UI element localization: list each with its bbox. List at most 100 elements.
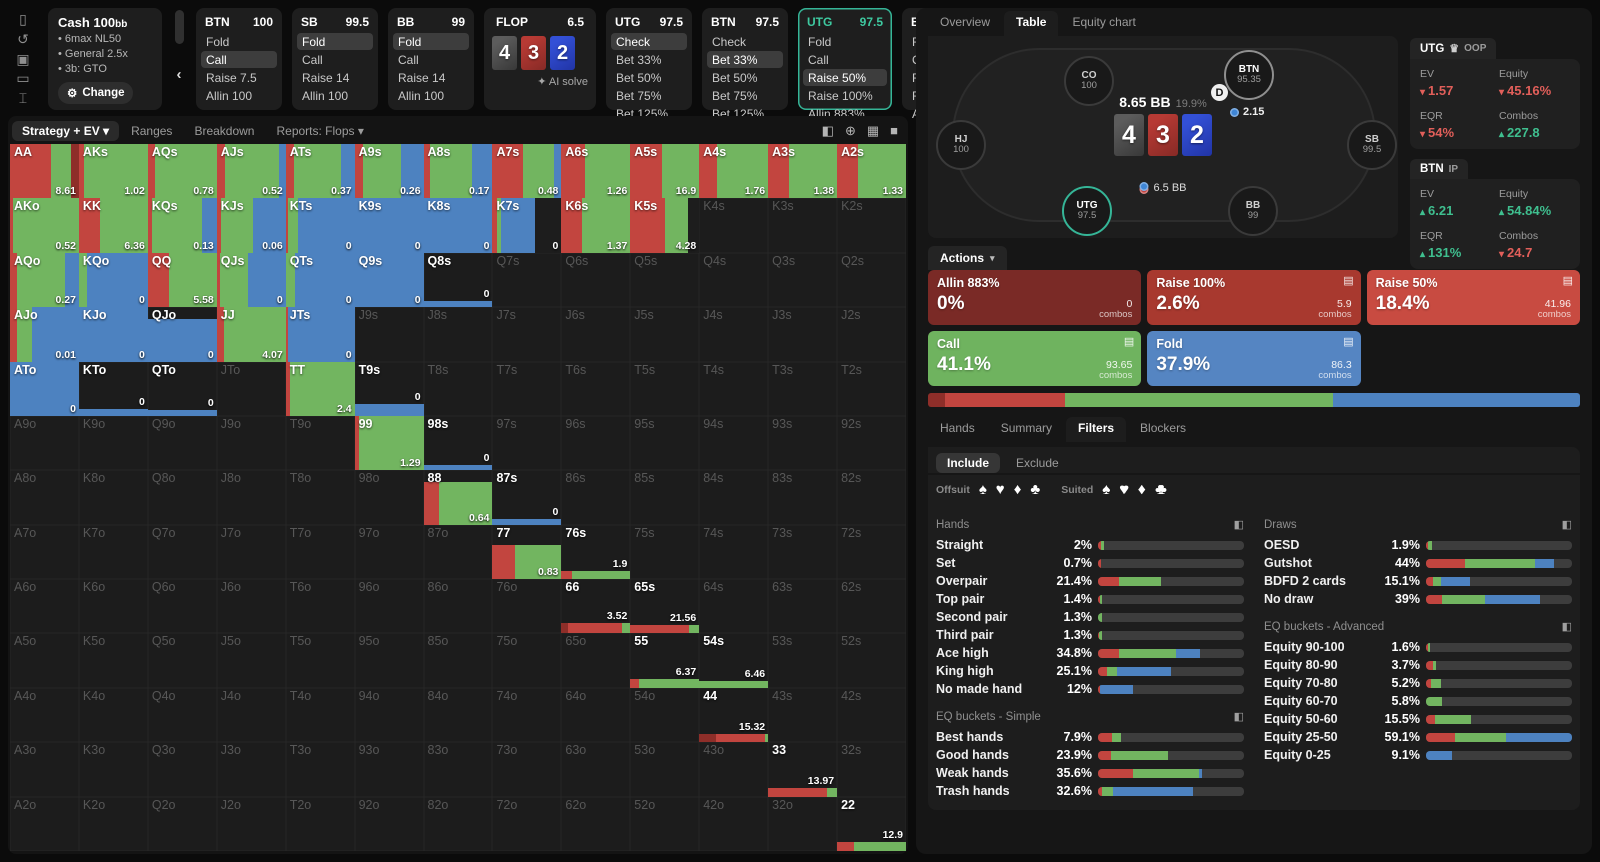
action-card-fold[interactable]: Fold 37.9% ▤ 86.3 combos [1147, 331, 1361, 386]
hand-cell-88[interactable]: 88 0.64 [423, 470, 493, 525]
filter-row-no-made-hand[interactable]: No made hand 12% [936, 680, 1244, 698]
gamepad-icon[interactable]: ▭ [16, 70, 30, 87]
tab-reports-flops[interactable]: Reports: Flops ▾ [276, 124, 364, 138]
hand-cell-KJs[interactable]: KJs 0.06 [216, 198, 286, 253]
hand-cell-92s[interactable]: 92s [837, 415, 906, 471]
hand-cell-42s[interactable]: 42s [837, 687, 906, 743]
hand-cell-93o[interactable]: 93o [354, 742, 424, 797]
hand-cell-83s[interactable]: 83s [768, 470, 838, 525]
hand-cell-Q6s[interactable]: Q6s [561, 252, 631, 308]
hand-cell-K2o[interactable]: K2o [78, 796, 148, 851]
hand-cell-74s[interactable]: 74s [699, 524, 769, 580]
diamond-offsuit-icon[interactable]: ♦ [1013, 481, 1022, 498]
hand-cell-75s[interactable]: 75s [630, 524, 700, 580]
hand-cell-AA[interactable]: AA 8.61 [10, 144, 79, 199]
hand-cell-T5s[interactable]: T5s [630, 361, 700, 416]
hand-cell-AQo[interactable]: AQo 0.27 [10, 252, 79, 308]
hand-cell-QQ[interactable]: QQ 5.58 [147, 252, 217, 308]
hand-cell-A4s[interactable]: A4s 1.76 [699, 144, 769, 199]
hand-cell-42o[interactable]: 42o [699, 796, 769, 851]
hand-cell-43s[interactable]: 43s [768, 687, 838, 743]
hand-cell-Q5o[interactable]: Q5o [147, 633, 217, 688]
hand-cell-A7o[interactable]: A7o [10, 524, 79, 580]
hand-cell-44[interactable]: 44 15.32 [699, 687, 769, 743]
hand-cell-A9s[interactable]: A9s 0.26 [354, 144, 424, 199]
action-item[interactable]: Bet 75% [712, 88, 758, 103]
include-toggle[interactable]: Include [936, 453, 1001, 473]
hand-cell-J6s[interactable]: J6s [561, 307, 631, 362]
hand-cell-KTs[interactable]: KTs 0 [285, 198, 355, 253]
seat-bb[interactable]: BB 99 [1228, 186, 1278, 236]
action-item[interactable]: Bet 50% [616, 70, 662, 85]
change-button[interactable]: ⚙ Change [58, 82, 134, 104]
hand-cell-32s[interactable]: 32s [837, 742, 906, 797]
hand-cell-Q8s[interactable]: Q8s 0 [423, 252, 493, 308]
exclude-toggle[interactable]: Exclude [1016, 456, 1059, 470]
hand-cell-AJo[interactable]: AJo 0.01 [10, 307, 79, 362]
hand-cell-22[interactable]: 22 12.9 [837, 796, 906, 851]
range-list-icon[interactable]: ▤ [1343, 336, 1354, 348]
hand-cell-77[interactable]: 77 0.83 [492, 524, 562, 580]
hand-cell-K5o[interactable]: K5o [78, 633, 148, 688]
hand-cell-ATo[interactable]: ATo 0 [10, 361, 79, 416]
seat-utg[interactable]: UTG 97.5 [1062, 186, 1112, 236]
filter-row-best-hands[interactable]: Best hands 7.9% [936, 728, 1244, 746]
hand-cell-99[interactable]: 99 1.29 [354, 415, 424, 471]
hand-cell-T6o[interactable]: T6o [285, 579, 355, 634]
hand-cell-A3o[interactable]: A3o [10, 742, 79, 797]
hand-cell-K6s[interactable]: K6s 1.37 [561, 198, 631, 253]
hand-cell-97o[interactable]: 97o [354, 524, 424, 580]
action-item[interactable]: Call [201, 51, 277, 68]
hand-cell-T2s[interactable]: T2s [837, 361, 906, 416]
heart-offsuit-icon[interactable]: ♥ [995, 481, 1005, 498]
hand-cell-Q9o[interactable]: Q9o [147, 415, 217, 471]
action-item[interactable]: Fold [206, 34, 230, 49]
hand-cell-K7s[interactable]: K7s 0 [492, 198, 562, 253]
hand-cell-95o[interactable]: 95o [354, 633, 424, 688]
tab-overview[interactable]: Overview [940, 15, 991, 29]
filter-row-equity-90-100[interactable]: Equity 90-100 1.6% [1264, 638, 1572, 656]
hand-cell-73s[interactable]: 73s [768, 524, 838, 580]
hand-cell-Q2o[interactable]: Q2o [147, 796, 217, 851]
filter-row-equity-60-70[interactable]: Equity 60-70 5.8% [1264, 692, 1572, 710]
action-item[interactable]: Bet 75% [616, 88, 662, 103]
range-list-icon[interactable]: ▤ [1562, 275, 1573, 287]
hand-cell-82s[interactable]: 82s [837, 470, 906, 525]
filter-row-oesd[interactable]: OESD 1.9% [1264, 536, 1572, 554]
hand-cell-J4s[interactable]: J4s [699, 307, 769, 362]
action-card-raise-50-[interactable]: Raise 50% 18.4% ▤ 41.96 combos [1366, 270, 1580, 325]
hand-cell-KTo[interactable]: KTo 0 [78, 361, 148, 416]
tab-equity-chart[interactable]: Equity chart [1072, 15, 1136, 29]
hand-cell-54s[interactable]: 54s 6.46 [699, 633, 769, 688]
action-item[interactable]: Bet 33% [616, 52, 662, 67]
hand-cell-54o[interactable]: 54o [630, 687, 700, 743]
hand-cell-A3s[interactable]: A3s 1.38 [768, 144, 838, 199]
hand-cell-K4s[interactable]: K4s [699, 198, 769, 253]
grid-icon[interactable]: ▦ [866, 123, 880, 138]
hand-cell-96o[interactable]: 96o [354, 579, 424, 634]
hand-cell-92o[interactable]: 92o [354, 796, 424, 851]
hand-cell-KQs[interactable]: KQs 0.13 [147, 198, 217, 253]
action-item[interactable]: Allin 100 [302, 88, 349, 103]
hand-cell-73o[interactable]: 73o [492, 742, 562, 797]
scrollbar-thumb[interactable] [174, 10, 184, 44]
hand-cell-T3s[interactable]: T3s [768, 361, 838, 416]
range-list-icon[interactable]: ▤ [1123, 336, 1135, 348]
filter-row-equity-0-25[interactable]: Equity 0-25 9.1% [1264, 746, 1572, 764]
action-card-allin-883-[interactable]: Allin 883% 0% 0 combos [928, 270, 1142, 325]
action-item[interactable]: Check [712, 34, 747, 49]
hand-cell-ATs[interactable]: ATs 0.37 [285, 144, 355, 199]
hand-cell-AJs[interactable]: AJs 0.52 [216, 144, 286, 199]
hand-cell-52s[interactable]: 52s [837, 633, 906, 688]
action-card-raise-100-[interactable]: Raise 100% 2.6% ▤ 5.9 combos [1147, 270, 1361, 325]
hand-cell-J7s[interactable]: J7s [492, 307, 562, 362]
hand-cell-QTs[interactable]: QTs 0 [285, 252, 355, 308]
display-toggle-icon[interactable]: ◧ [1561, 621, 1572, 633]
hand-cell-A5o[interactable]: A5o [10, 633, 79, 688]
hand-cell-Q4o[interactable]: Q4o [147, 687, 217, 743]
hand-cell-K8o[interactable]: K8o [78, 470, 148, 525]
action-item[interactable]: Call [302, 52, 323, 67]
hand-cell-Q8o[interactable]: Q8o [147, 470, 217, 525]
hand-cell-J6o[interactable]: J6o [216, 579, 286, 634]
collapse-chevron-left-icon[interactable]: ‹ [176, 66, 182, 83]
